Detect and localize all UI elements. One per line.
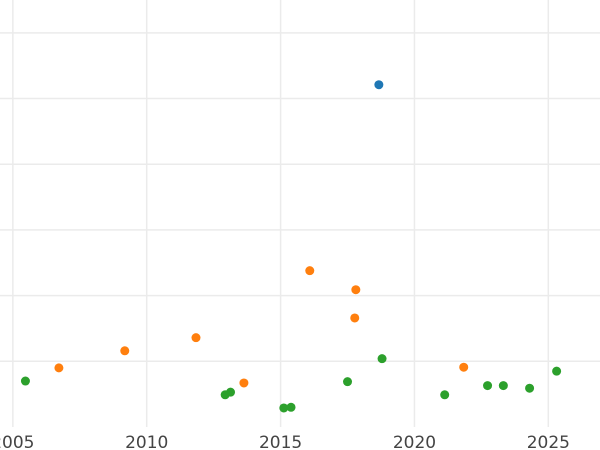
x-tick-label: 2020 — [393, 433, 436, 450]
x-tick-label: 2010 — [125, 433, 168, 450]
data-point — [305, 266, 315, 276]
data-point — [552, 366, 562, 376]
data-point — [279, 403, 289, 413]
x-tick-label: 2015 — [259, 433, 302, 450]
data-point — [239, 378, 249, 388]
data-point — [286, 402, 296, 412]
data-point — [483, 381, 493, 391]
data-point — [350, 313, 360, 323]
data-point — [54, 363, 64, 373]
data-point — [20, 376, 30, 386]
grid — [0, 0, 600, 427]
data-point — [377, 354, 387, 364]
data-point — [525, 383, 535, 393]
data-point — [498, 381, 508, 391]
data-point — [343, 377, 353, 387]
data-point — [459, 362, 469, 372]
data-point — [374, 80, 384, 90]
x-tick-label: 2005 — [0, 433, 34, 450]
data-points — [20, 80, 562, 413]
x-axis: 2005 2010 2015 2020 2025 — [0, 433, 570, 450]
data-point — [440, 390, 450, 400]
data-point — [226, 387, 236, 397]
data-point — [351, 285, 361, 295]
x-tick-label: 2025 — [527, 433, 570, 450]
data-point — [191, 333, 201, 343]
data-point — [120, 346, 130, 356]
